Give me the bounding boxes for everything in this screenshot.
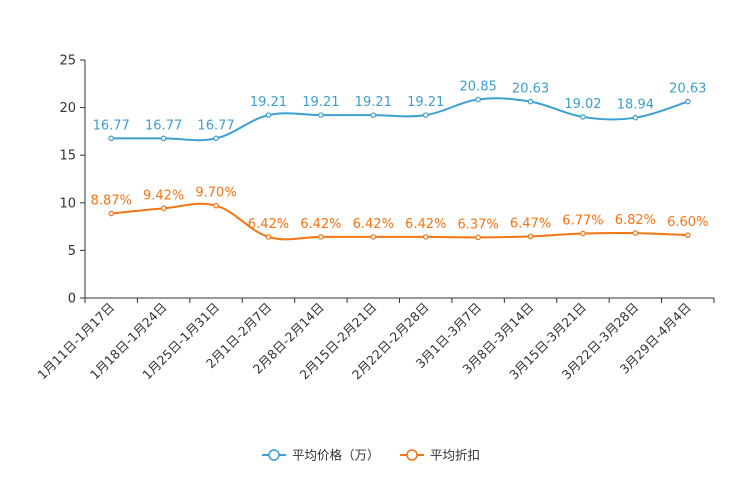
- data-point: [213, 135, 219, 142]
- series-1: 16.77 16.77 16.77 19.21 19.21 19.21 19.21 20.85…: [93, 80, 706, 142]
- y-tick-label: 25: [59, 54, 76, 69]
- data-point: [265, 234, 272, 240]
- y-tick-label: 10: [59, 196, 76, 211]
- data-label: 19.21: [355, 95, 392, 110]
- data-point: [318, 234, 324, 240]
- data-label: 6.37%: [457, 217, 498, 232]
- legend-item-1: 平均价格（万）: [262, 448, 380, 463]
- data-label: 6.42%: [405, 217, 446, 232]
- data-label: 6.82%: [615, 213, 656, 228]
- data-label: 6.77%: [562, 214, 603, 229]
- data-point: [422, 234, 429, 240]
- data-label: 16.77: [145, 118, 182, 133]
- y-tick-label: 0: [68, 292, 76, 307]
- data-label: 6.42%: [300, 217, 341, 232]
- data-label: 19.02: [564, 97, 601, 112]
- data-point: [160, 135, 167, 142]
- series-line: [111, 202, 688, 241]
- data-point: [475, 96, 481, 103]
- legend-label: 平均折扣: [430, 448, 480, 463]
- y-tick-label: 15: [59, 149, 76, 164]
- data-point: [684, 232, 691, 238]
- data-point: [580, 114, 586, 120]
- data-point: [527, 233, 534, 240]
- data-point: [370, 112, 377, 118]
- data-label: 6.42%: [248, 217, 289, 232]
- data-label: 9.70%: [195, 186, 236, 201]
- y-tick-label: 5: [68, 244, 76, 259]
- data-point: [265, 112, 272, 118]
- data-point: [580, 230, 586, 237]
- data-label: 8.87%: [91, 194, 132, 209]
- legend-item-2: 平均折扣: [400, 448, 480, 463]
- data-point: [527, 98, 534, 105]
- series-line: [111, 97, 689, 142]
- data-point: [160, 205, 167, 212]
- legend-marker-icon: [406, 449, 418, 461]
- data-label: 20.85: [460, 80, 497, 95]
- data-label: 16.77: [197, 118, 234, 133]
- data-point: [108, 135, 115, 142]
- data-label: 19.21: [302, 95, 339, 110]
- data-point: [475, 234, 481, 241]
- data-point: [370, 234, 377, 240]
- data-point: [422, 112, 429, 118]
- data-point: [632, 114, 639, 121]
- data-label: 6.42%: [353, 217, 394, 232]
- data-point: [632, 230, 639, 236]
- data-label: 20.63: [512, 82, 549, 97]
- data-point: [684, 98, 691, 105]
- data-label: 20.63: [669, 82, 706, 97]
- data-label: 19.21: [407, 95, 444, 110]
- data-point: [213, 202, 219, 209]
- series-layer: 16.77 16.77 16.77 19.21 19.21 19.21 19.21 20.85…: [91, 80, 708, 241]
- data-label: 6.60%: [667, 215, 708, 230]
- data-point: [108, 210, 115, 217]
- data-label: 19.21: [250, 95, 287, 110]
- legend-label: 平均价格（万）: [292, 448, 380, 463]
- data-label: 6.47%: [510, 216, 551, 231]
- data-label: 9.42%: [143, 188, 184, 203]
- data-label: 18.94: [617, 98, 654, 113]
- data-label: 16.77: [93, 118, 130, 133]
- data-point: [318, 112, 324, 118]
- y-tick-label: 20: [59, 101, 76, 116]
- legend-marker-icon: [268, 449, 280, 461]
- series-2: 8.87% 9.42% 9.70% 6.42% 6.42% 6.42% 6.42% 6.37%…: [91, 186, 708, 241]
- legend: 平均价格（万） 平均折扣: [262, 448, 480, 463]
